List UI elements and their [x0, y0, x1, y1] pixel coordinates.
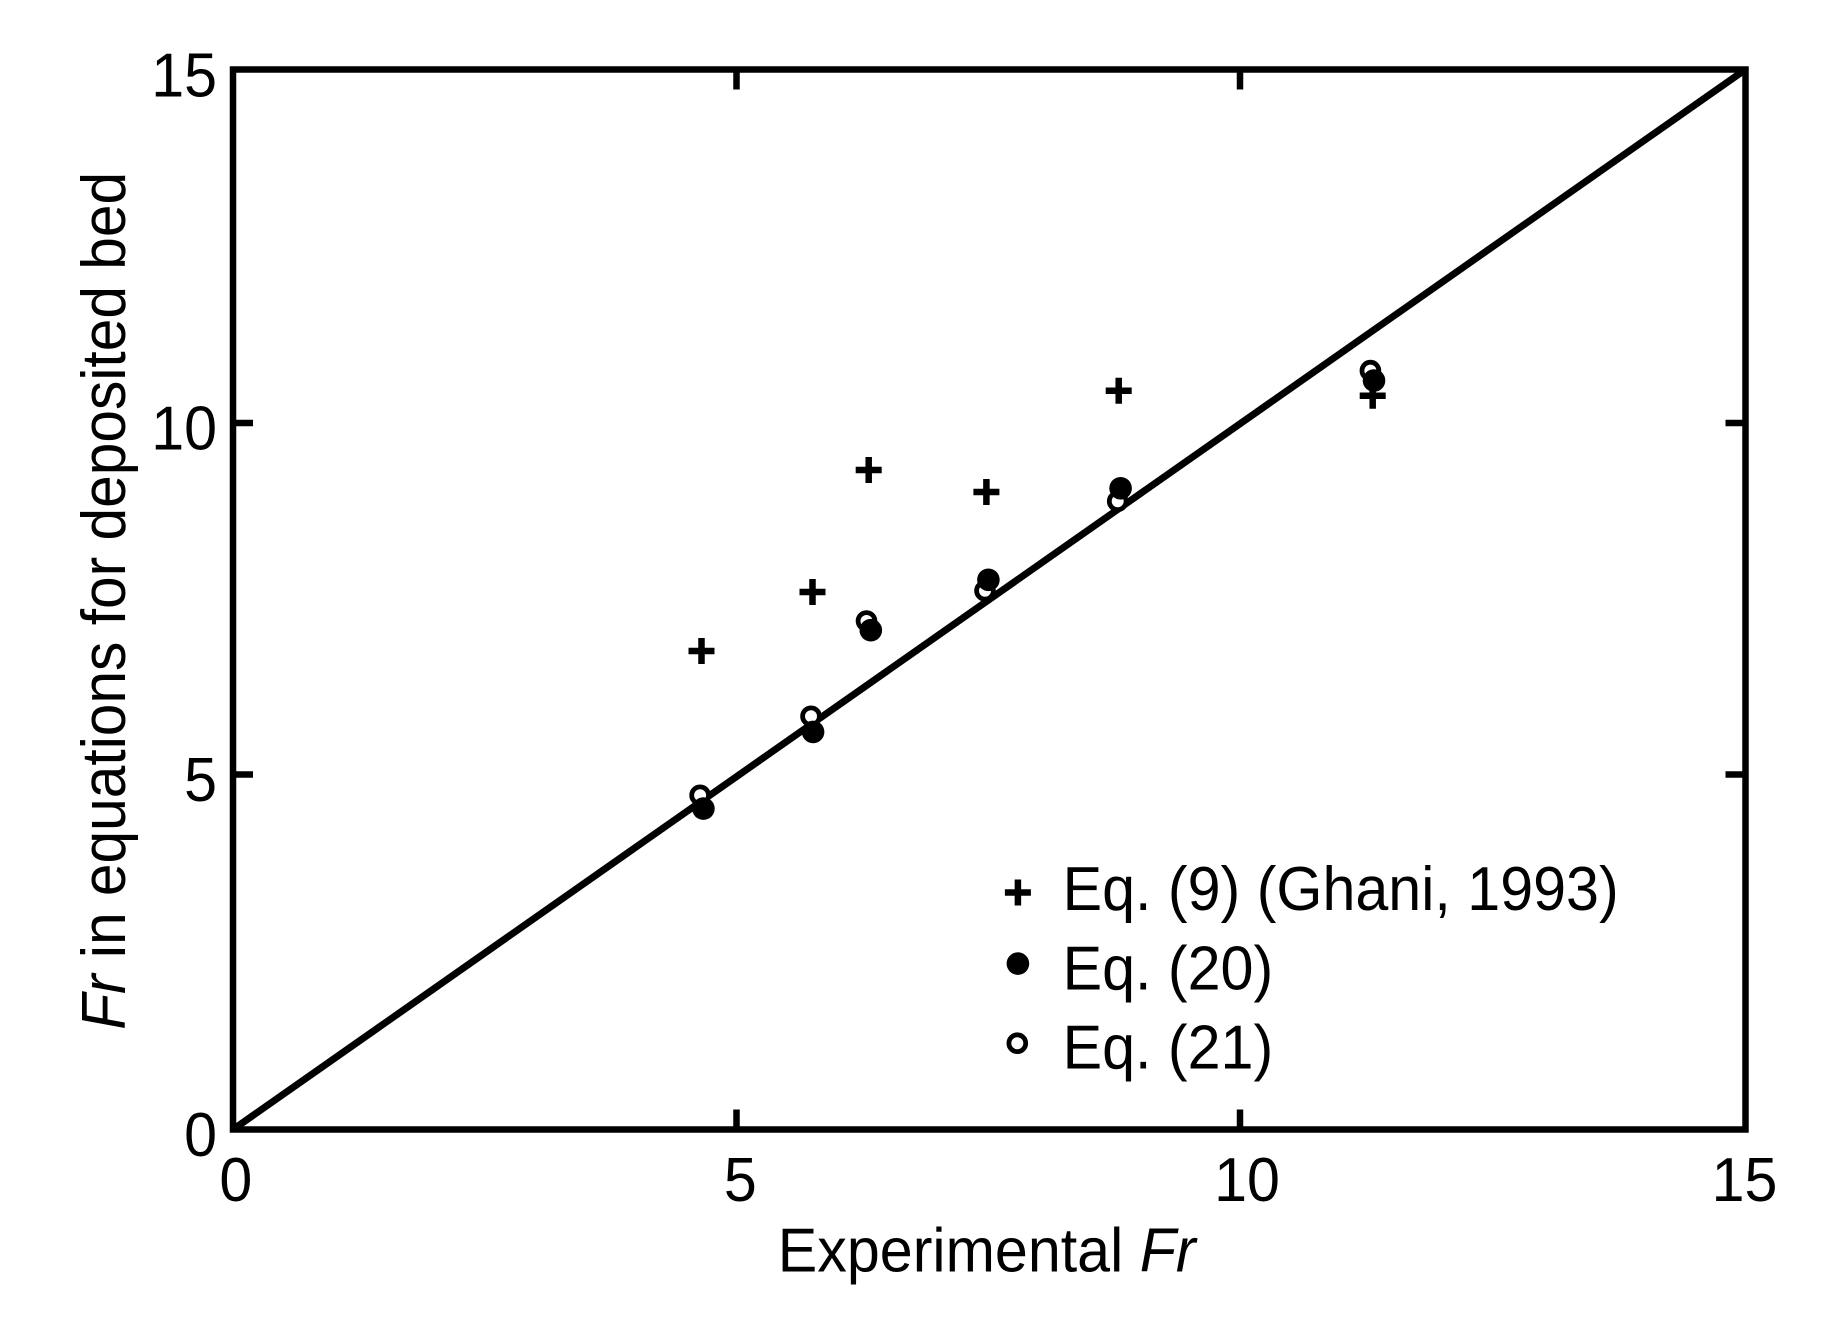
svg-text:Eq. (9) (Ghani, 1993): Eq. (9) (Ghani, 1993): [1063, 855, 1619, 924]
svg-text:10: 10: [151, 395, 217, 464]
svg-text:10: 10: [1214, 1146, 1280, 1215]
svg-text:Experimental Fr: Experimental Fr: [778, 1216, 1198, 1285]
svg-text:Fr in equations for deposited: Fr in equations for deposited bed: [70, 172, 139, 1030]
svg-text:5: 5: [184, 746, 217, 815]
svg-text:Eq. (21): Eq. (21): [1063, 1013, 1274, 1082]
svg-text:15: 15: [151, 42, 217, 111]
svg-text:15: 15: [1712, 1146, 1778, 1215]
svg-text:Eq. (20): Eq. (20): [1063, 935, 1274, 1004]
svg-text:0: 0: [219, 1146, 252, 1215]
svg-text:5: 5: [724, 1146, 757, 1215]
svg-text:0: 0: [184, 1101, 217, 1170]
